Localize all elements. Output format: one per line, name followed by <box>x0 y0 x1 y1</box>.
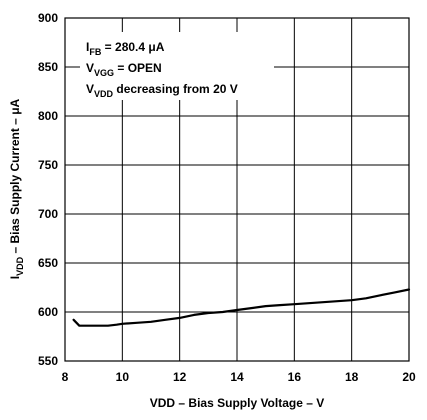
x-tick-label: 20 <box>402 370 416 384</box>
x-axis-title: VDD – Bias Supply Voltage – V <box>150 396 325 410</box>
y-tick-label: 550 <box>38 354 58 368</box>
annotation-1-prefix: I <box>86 40 89 54</box>
annotation-3-subscript: VDD <box>94 89 114 99</box>
tick-labels: 8 10 12 14 16 18 20 550 600 650 700 750 800 850 900 <box>38 11 416 384</box>
annotation-2-subscript: VGG <box>94 68 114 78</box>
y-tick-label: 900 <box>38 11 58 25</box>
annotation-2-prefix: V <box>86 61 94 75</box>
x-tick-label: 18 <box>345 370 359 384</box>
x-tick-label: 8 <box>62 370 69 384</box>
annotation-1-subscript: FB <box>89 47 101 57</box>
series-line <box>72 288 411 327</box>
series-layer <box>72 288 411 327</box>
annotation-3-rest: decreasing from 20 V <box>113 82 238 96</box>
y-tick-label: 600 <box>38 305 58 319</box>
x-tick-label: 10 <box>116 370 130 384</box>
annotation-line-3: VVDD decreasing from 20 V <box>86 82 238 99</box>
annotation-line-2: VVGG = OPEN <box>86 61 162 78</box>
y-tick-label: 650 <box>38 256 58 270</box>
y-axis-title-prefix: I <box>8 276 22 279</box>
annotation-3-prefix: V <box>86 82 94 96</box>
x-tick-label: 12 <box>173 370 187 384</box>
y-axis-title-subscript: VDD <box>15 256 25 276</box>
y-tick-label: 700 <box>38 207 58 221</box>
y-tick-label: 850 <box>38 60 58 74</box>
annotation-1-rest: = 280.4 μA <box>101 40 164 54</box>
annotation-line-1: IFB = 280.4 μA <box>86 40 165 57</box>
x-tick-label: 16 <box>288 370 302 384</box>
annotation-background <box>80 32 274 100</box>
x-tick-label: 14 <box>230 370 244 384</box>
y-axis-title-rest: – Bias Supply Current – μA <box>8 98 22 256</box>
annotation-box: IFB = 280.4 μA VVGG = OPEN VVDD decreasi… <box>80 32 274 100</box>
plot-frame <box>64 17 410 362</box>
y-axis-title: IVDD – Bias Supply Current – μA <box>8 98 25 279</box>
annotation-2-rest: = OPEN <box>114 61 162 75</box>
y-tick-label: 800 <box>38 109 58 123</box>
y-tick-label: 750 <box>38 158 58 172</box>
